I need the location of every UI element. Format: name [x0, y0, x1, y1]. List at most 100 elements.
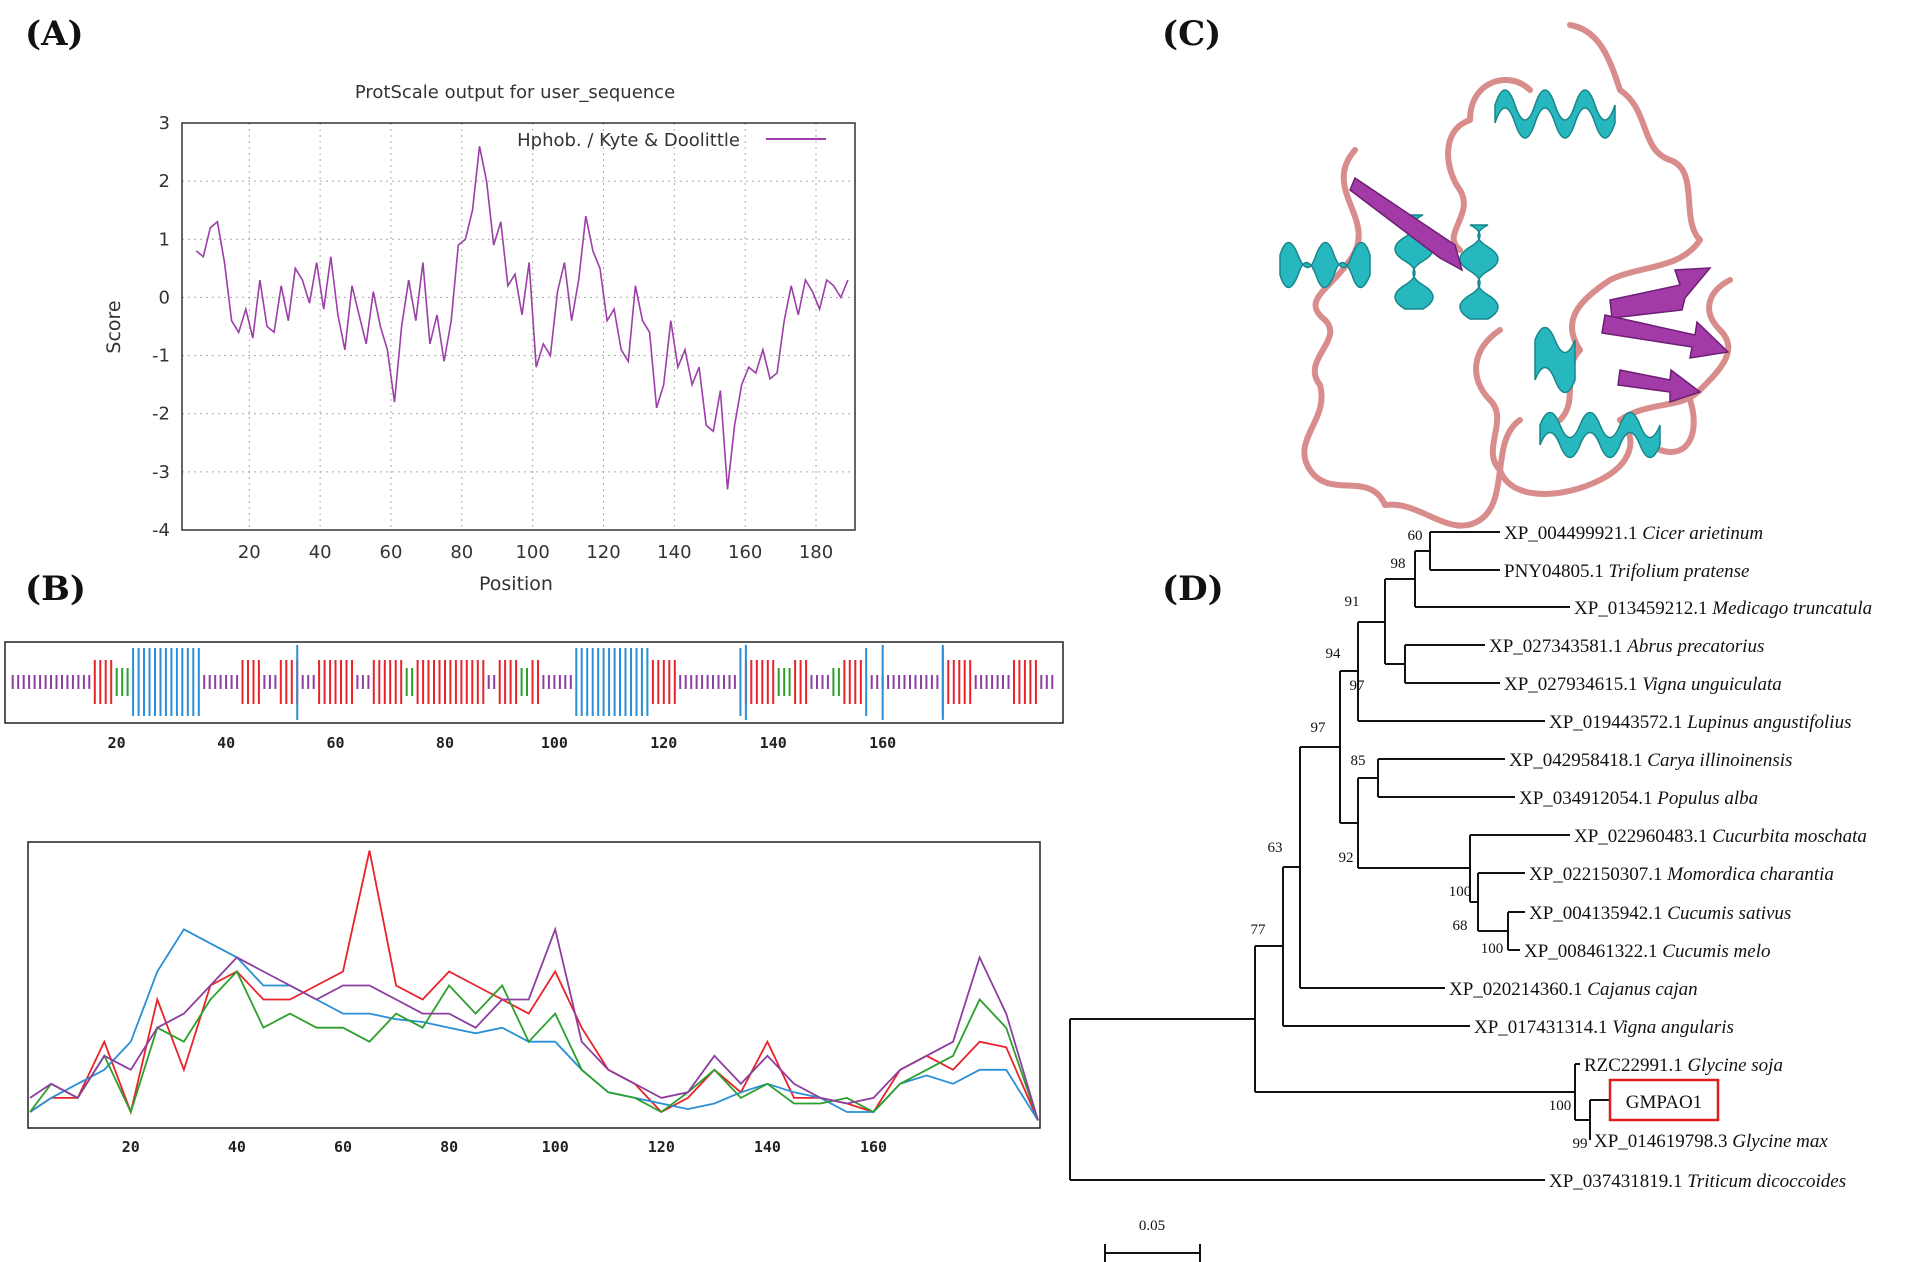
- y-tick-label: -1: [152, 346, 170, 367]
- coil-segment: [1568, 237, 1703, 353]
- helix-lower-small: [1534, 326, 1576, 394]
- x-tick-label: 20: [238, 542, 261, 563]
- x-tick-label: 160: [860, 1138, 887, 1156]
- strand-lower-arrow: [1617, 368, 1702, 404]
- x-tick-label: 100: [542, 1138, 569, 1156]
- species: Triticum dicoccoides: [1687, 1171, 1846, 1192]
- species: Abrus precatorius: [1625, 636, 1764, 657]
- x-tick-label: 120: [648, 1138, 675, 1156]
- gmpao1-highlight-box: [1608, 1078, 1720, 1122]
- chart-a-xlabel: Position: [479, 573, 553, 595]
- species: Cucumis melo: [1662, 941, 1770, 962]
- species: Vigna angularis: [1612, 1017, 1734, 1038]
- bootstrap-label: 99: [1573, 1136, 1588, 1152]
- coil-segment: [1301, 382, 1388, 508]
- species: Trifolium pratense: [1609, 561, 1750, 582]
- coil-segment: [1617, 327, 1732, 423]
- coil-segment: [1567, 22, 1623, 93]
- sopma-sequence-track: [11, 645, 1054, 720]
- sopma-x-ticks: 20 40 60 80 100 120 140 160: [108, 734, 897, 752]
- strand-upper-arrow: [1609, 267, 1712, 319]
- taxon-label: XP_004499921.1 Cicer arietinum: [1504, 523, 1763, 544]
- species: Vigna unguiculata: [1642, 674, 1782, 695]
- x-tick-label: 80: [436, 734, 454, 752]
- bootstrap-label: 85: [1351, 753, 1366, 769]
- taxon-label: RZC22991.1 Glycine soja: [1584, 1055, 1783, 1076]
- y-tick-label: 3: [159, 113, 170, 134]
- bootstrap-label: 94: [1326, 646, 1342, 662]
- species: Glycine max: [1732, 1131, 1828, 1152]
- coil-segment: [1467, 77, 1533, 123]
- secondary-structure-panel: 20 40 60 80 100 120 140 160 20 40 60 80 100 120 140 16…: [4, 641, 1064, 1156]
- bootstrap-label: 60: [1408, 528, 1423, 544]
- y-tick-label: -3: [152, 462, 170, 483]
- helix-left: [1279, 241, 1371, 289]
- accession: PNY04805.1: [1504, 561, 1609, 582]
- x-tick-label: 160: [728, 542, 762, 563]
- accession: XP_019443572.1: [1549, 712, 1687, 733]
- accession: XP_037431819.1: [1549, 1171, 1687, 1192]
- accession: XP_004499921.1: [1504, 523, 1642, 544]
- species: Populus alba: [1656, 788, 1758, 809]
- accession: XP_014619798.3: [1594, 1131, 1732, 1152]
- coil-segment: [1657, 397, 1697, 455]
- score-line-turn: [29, 969, 1039, 1121]
- species: Lupinus angustifolius: [1686, 712, 1851, 733]
- accession: XP_004135942.1: [1529, 903, 1667, 924]
- bootstrap-label: 98: [1391, 556, 1406, 572]
- score-line-coil: [29, 926, 1039, 1121]
- bootstrap-label: 91: [1345, 594, 1360, 610]
- strand-diagonal: [1349, 176, 1464, 272]
- taxon-label-gmpao1: GMPAO1: [1626, 1092, 1702, 1113]
- x-tick-label: 100: [515, 542, 549, 563]
- score-line-helix: [29, 850, 1039, 1121]
- taxon-label: XP_034912054.1 Populus alba: [1519, 788, 1758, 809]
- species: Momordica charantia: [1666, 864, 1834, 885]
- bootstrap-label: 97: [1311, 720, 1327, 736]
- coil-segment: [1497, 417, 1634, 497]
- bootstrap-label: 100: [1481, 941, 1504, 957]
- accession: XP_042958418.1: [1509, 750, 1647, 771]
- accession: XP_008461322.1: [1524, 941, 1662, 962]
- hydrophobicity-plot: ProtScale output for user_sequence 3 2 1 0 -…: [103, 82, 856, 595]
- taxon-label: XP_022150307.1 Momordica charantia: [1529, 864, 1834, 885]
- species: Carya illinoinensis: [1647, 750, 1792, 771]
- bootstrap-label: 77: [1251, 922, 1267, 938]
- x-tick-label: 120: [650, 734, 677, 752]
- protein-3d-structure: [1279, 22, 1733, 529]
- y-tick-label: 1: [159, 229, 170, 250]
- y-tick-label: 2: [159, 171, 170, 192]
- taxon-label: XP_022960483.1 Cucurbita moschata: [1574, 826, 1867, 847]
- helix-top: [1494, 89, 1616, 139]
- species: Glycine soja: [1687, 1055, 1783, 1076]
- taxon-label: PNY04805.1 Trifolium pratense: [1504, 561, 1749, 582]
- accession: XP_013459212.1: [1574, 598, 1712, 619]
- chart-a-legend-label: Hphob. / Kyte & Doolittle: [517, 130, 740, 151]
- x-tick-label: 80: [450, 542, 473, 563]
- x-tick-label: 40: [228, 1138, 246, 1156]
- strand-middle-arrow: [1601, 314, 1730, 359]
- x-tick-label: 20: [122, 1138, 140, 1156]
- taxon-label: XP_013459212.1 Medicago truncatula: [1574, 598, 1872, 619]
- taxon-label: XP_020214360.1 Cajanus cajan: [1449, 979, 1698, 1000]
- coil-segment: [1706, 277, 1733, 333]
- accession: XP_027343581.1: [1489, 636, 1627, 657]
- x-tick-label: 60: [334, 1138, 352, 1156]
- panel-label-a: (A): [25, 14, 84, 54]
- bootstrap-label: 97: [1350, 678, 1366, 694]
- taxon-label: XP_027343581.1 Abrus precatorius: [1489, 636, 1764, 657]
- coil-segment: [1617, 87, 1703, 243]
- bootstrap-label: 63: [1268, 840, 1283, 856]
- x-tick-label: 60: [327, 734, 345, 752]
- x-tick-label: 140: [657, 542, 691, 563]
- sopma-score-lines: [29, 850, 1039, 1121]
- accession: XP_034912054.1: [1519, 788, 1657, 809]
- species: Cucumis sativus: [1667, 903, 1791, 924]
- taxon-label: XP_017431314.1 Vigna angularis: [1474, 1017, 1734, 1038]
- hydrophobicity-series: [195, 146, 849, 490]
- x-tick-label: 40: [309, 542, 332, 563]
- accession: XP_020214360.1: [1449, 979, 1587, 1000]
- species: Cajanus cajan: [1587, 979, 1697, 1000]
